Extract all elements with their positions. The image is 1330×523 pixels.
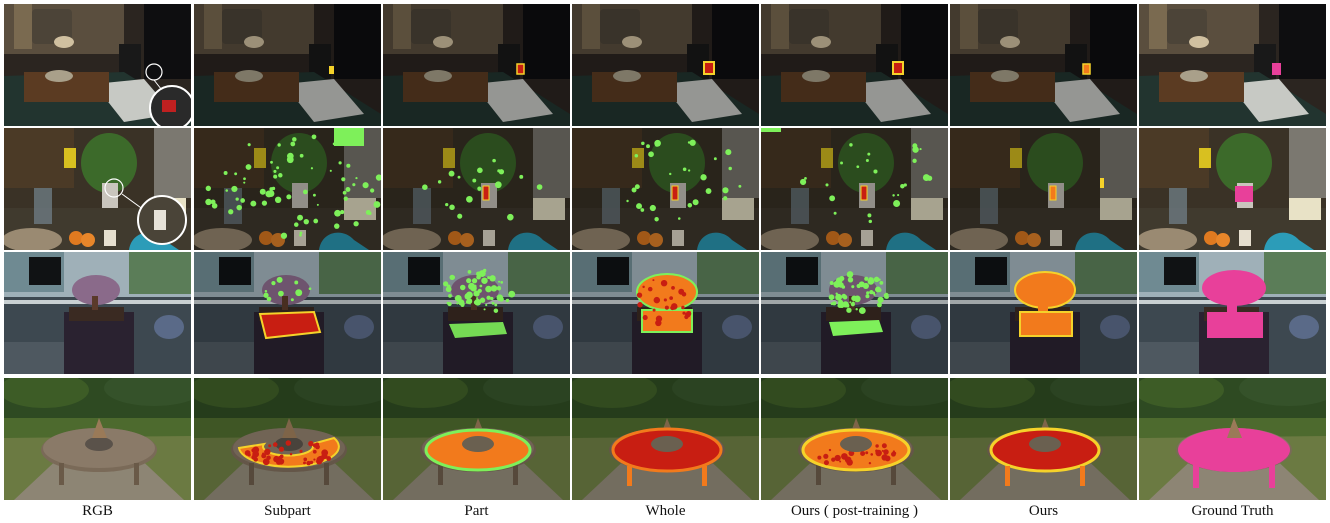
image-garden-table-ours — [950, 378, 1137, 500]
image-living-room-ours-graphic — [950, 4, 1137, 126]
image-garden-table-gt — [1139, 378, 1326, 500]
image-office-bonsai-part — [383, 252, 570, 374]
image-living-room-part-graphic — [383, 4, 570, 126]
column-caption-subpart: Subpart — [264, 503, 311, 519]
image-living-room-gt-graphic — [1139, 4, 1326, 126]
image-office-bonsai-subpart-graphic — [194, 252, 381, 374]
image-garden-table-ours-graphic — [950, 378, 1137, 500]
column-caption-part: Part — [464, 503, 489, 519]
image-garden-table-gt-graphic — [1139, 378, 1326, 500]
image-garden-table-whole — [572, 378, 759, 500]
image-garden-table-ours_post-graphic — [761, 378, 948, 500]
image-office-bonsai-ours — [950, 252, 1137, 374]
image-office-bonsai-gt — [1139, 252, 1326, 374]
image-garden-table-rgb — [4, 378, 191, 500]
image-kitchen-counter-rgb-graphic — [4, 128, 191, 250]
image-living-room-rgb — [4, 4, 191, 126]
image-kitchen-counter-gt-graphic — [1139, 128, 1326, 250]
image-garden-table-part — [383, 378, 570, 500]
image-office-bonsai-ours_post-graphic — [761, 252, 948, 374]
column-caption-rgb: RGB — [82, 503, 113, 519]
image-kitchen-counter-part-graphic — [383, 128, 570, 250]
image-office-bonsai-whole-graphic — [572, 252, 759, 374]
image-living-room-gt — [1139, 4, 1326, 126]
image-office-bonsai-part-graphic — [383, 252, 570, 374]
image-kitchen-counter-subpart — [194, 128, 381, 250]
image-kitchen-counter-gt — [1139, 128, 1326, 250]
image-living-room-ours_post — [761, 4, 948, 126]
image-garden-table-part-graphic — [383, 378, 570, 500]
image-garden-table-subpart — [194, 378, 381, 500]
image-garden-table-subpart-graphic — [194, 378, 381, 500]
image-living-room-subpart — [194, 4, 381, 126]
column-caption-whole: Whole — [645, 503, 686, 519]
column-caption-ours: Ours — [1028, 503, 1059, 519]
image-garden-table-rgb-graphic — [4, 378, 191, 500]
image-office-bonsai-ours-graphic — [950, 252, 1137, 374]
image-living-room-part — [383, 4, 570, 126]
column-caption-gt: Ground Truth — [1191, 503, 1274, 519]
image-kitchen-counter-part — [383, 128, 570, 250]
image-kitchen-counter-ours — [950, 128, 1137, 250]
image-garden-table-ours_post — [761, 378, 948, 500]
image-office-bonsai-whole — [572, 252, 759, 374]
image-kitchen-counter-ours_post-graphic — [761, 128, 948, 250]
image-living-room-rgb-graphic — [4, 4, 191, 126]
image-office-bonsai-subpart — [194, 252, 381, 374]
image-kitchen-counter-whole-graphic — [572, 128, 759, 250]
image-office-bonsai-rgb — [4, 252, 191, 374]
image-kitchen-counter-rgb — [4, 128, 191, 250]
image-office-bonsai-gt-graphic — [1139, 252, 1326, 374]
image-kitchen-counter-ours-graphic — [950, 128, 1137, 250]
image-office-bonsai-ours_post — [761, 252, 948, 374]
image-living-room-subpart-graphic — [194, 4, 381, 126]
image-living-room-whole — [572, 4, 759, 126]
image-kitchen-counter-whole — [572, 128, 759, 250]
image-office-bonsai-rgb-graphic — [4, 252, 191, 374]
image-living-room-ours — [950, 4, 1137, 126]
image-kitchen-counter-ours_post — [761, 128, 948, 250]
image-living-room-ours_post-graphic — [761, 4, 948, 126]
image-living-room-whole-graphic — [572, 4, 759, 126]
image-kitchen-counter-subpart-graphic — [194, 128, 381, 250]
image-garden-table-whole-graphic — [572, 378, 759, 500]
column-caption-ours_post: Ours ( post-training ) — [790, 503, 919, 519]
